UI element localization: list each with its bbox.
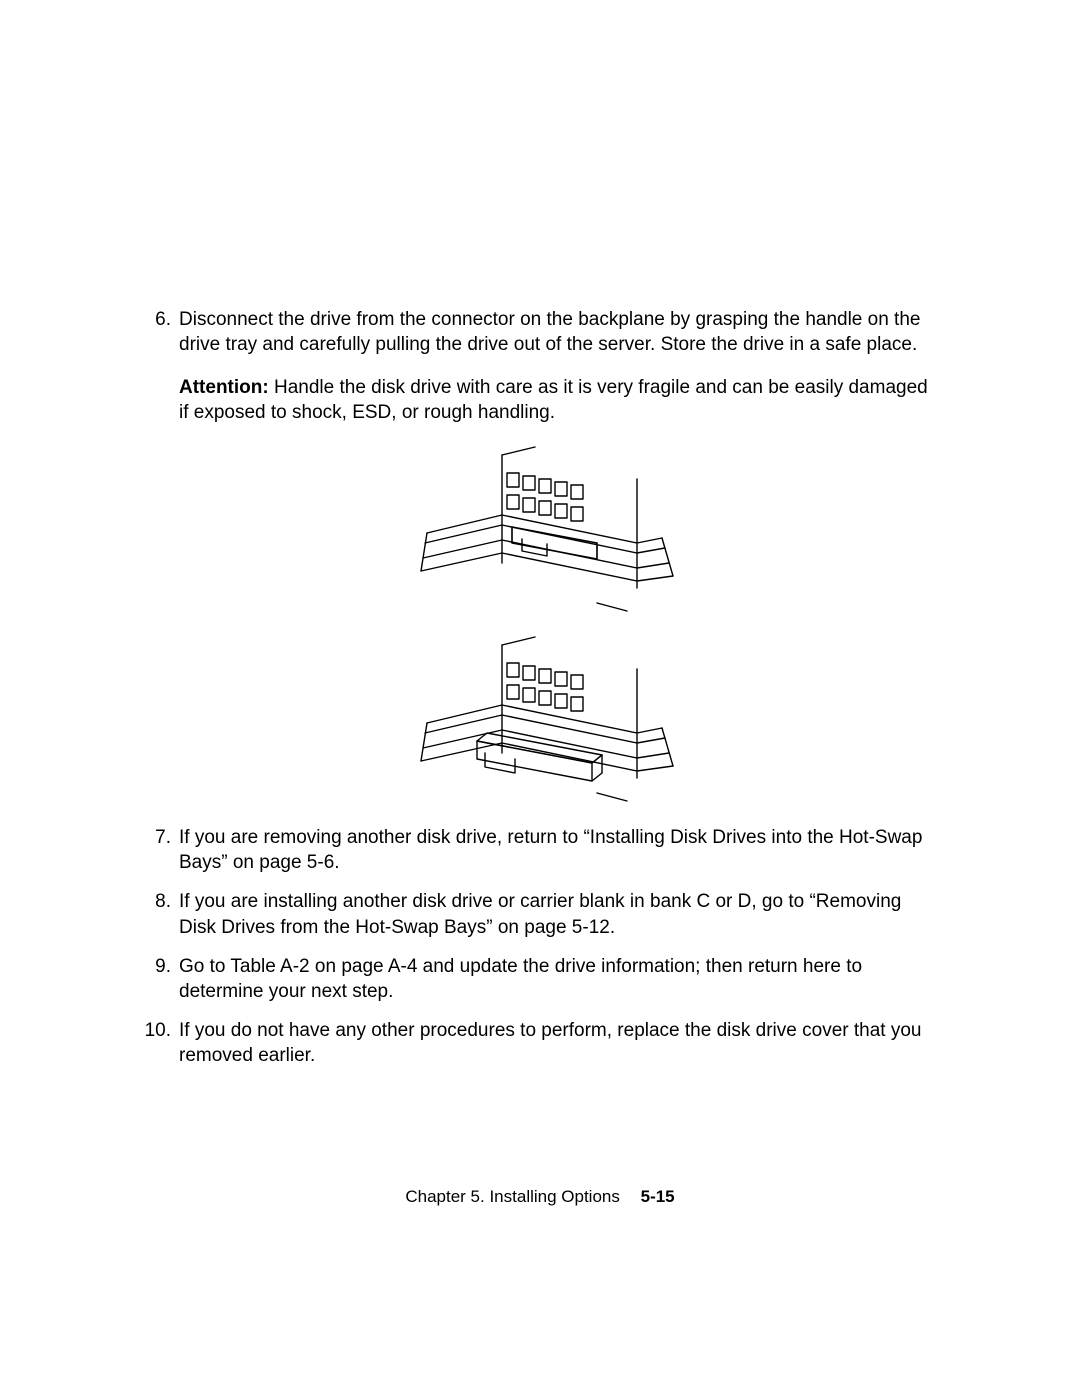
step-8: 8. If you are installing another disk dr…: [145, 889, 935, 939]
step-7: 7. If you are removing another disk driv…: [145, 825, 935, 875]
step-6: 6. Disconnect the drive from the connect…: [145, 307, 935, 803]
footer-page-number: 5-15: [641, 1187, 675, 1206]
drive-removal-figure: [179, 443, 935, 803]
step-number: 9.: [141, 954, 171, 979]
step-text: Disconnect the drive from the connector …: [179, 309, 920, 355]
step-10: 10. If you do not have any other procedu…: [145, 1018, 935, 1068]
step-number: 10.: [129, 1018, 171, 1043]
page-footer: Chapter 5. Installing Options 5-15: [0, 1187, 1080, 1207]
attention-text: Handle the disk drive with care as it is…: [179, 377, 928, 423]
step-text: Go to Table A-2 on page A-4 and update t…: [179, 956, 862, 1002]
step-text: If you are installing another disk drive…: [179, 891, 901, 937]
attention-note: Attention: Handle the disk drive with ca…: [179, 375, 935, 425]
drive-figure-svg: [407, 443, 707, 803]
step-number: 6.: [141, 307, 171, 332]
step-number: 8.: [141, 889, 171, 914]
step-9: 9. Go to Table A-2 on page A-4 and updat…: [145, 954, 935, 1004]
page: 6. Disconnect the drive from the connect…: [0, 0, 1080, 1397]
step-text: If you do not have any other procedures …: [179, 1020, 921, 1066]
step-text: If you are removing another disk drive, …: [179, 827, 922, 873]
step-number: 7.: [141, 825, 171, 850]
footer-chapter: Chapter 5. Installing Options: [405, 1187, 620, 1206]
attention-label: Attention:: [179, 377, 269, 398]
procedure-list: 6. Disconnect the drive from the connect…: [145, 307, 935, 1068]
content-block: 6. Disconnect the drive from the connect…: [145, 307, 935, 1082]
